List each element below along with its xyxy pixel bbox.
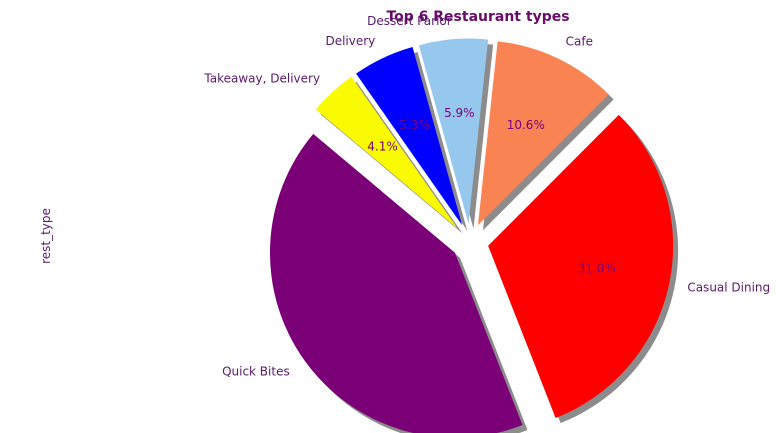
pct-label-dessert-parlor: 5.9%: [444, 106, 475, 120]
pct-label-casual-dining: 31.0%: [578, 261, 616, 275]
chart-title: Top 6 Restaurant types: [386, 9, 569, 25]
slice-dessert-parlor: [418, 38, 489, 224]
slice-takeaway-delivery: [315, 76, 458, 229]
slice-label-casual-dining: Casual Dining: [687, 280, 770, 294]
pct-label-delivery: 5.3%: [399, 118, 430, 132]
y-axis-label: rest_type: [39, 208, 53, 264]
percent-labels: 31.0% 10.6% 5.9% 5.3%4.1%: [367, 106, 616, 275]
slice-label-delivery: Delivery: [325, 34, 375, 48]
pct-label-cafe: 10.6%: [507, 118, 545, 132]
slice-labels: Quick Bites Casual Dining Cafe Dessert Parl…: [203, 14, 770, 379]
slice-cafe: [477, 41, 609, 226]
slice-delivery: [356, 47, 463, 226]
slice-casual-dining: [488, 114, 674, 419]
slice-label-quick-bites: Quick Bites: [222, 365, 290, 379]
slice-quick-bites: [270, 133, 523, 433]
slice-label-takeaway-delivery: Takeaway, Delivery: [203, 71, 320, 85]
pct-label-takeaway-delivery: 4.1%: [367, 139, 398, 153]
slice-label-cafe: Cafe: [566, 35, 593, 49]
slices: [270, 38, 674, 433]
slice-label-dessert-parlor: Dessert Parlor: [367, 14, 452, 28]
